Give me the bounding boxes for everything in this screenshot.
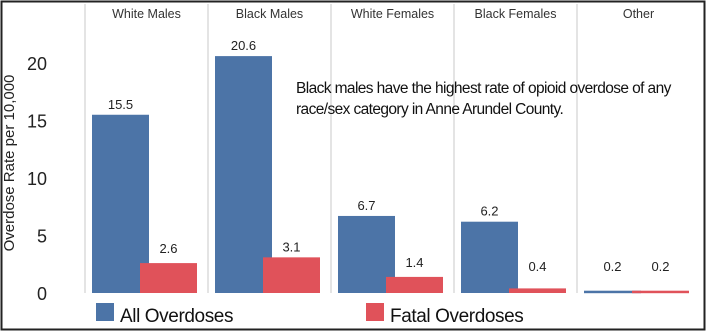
data-label: 0.2 bbox=[651, 259, 669, 274]
legend: All Overdoses Fatal Overdoses bbox=[96, 303, 524, 327]
legend-swatch bbox=[96, 303, 114, 321]
annotation-text: Black males have the highest rate of opi… bbox=[296, 80, 671, 118]
legend-label: All Overdoses bbox=[120, 306, 233, 327]
bar-fatal-overdoses bbox=[263, 257, 320, 293]
bar-all-overdoses bbox=[461, 221, 518, 293]
data-label: 20.6 bbox=[231, 38, 256, 53]
bar-fatal-overdoses bbox=[509, 288, 566, 293]
data-labels: 15.5 20.6 6.7 6.2 0.2 2.6 3.1 1.4 0.4 0.2 bbox=[108, 38, 670, 274]
legend-item-fatal-overdoses: Fatal Overdoses bbox=[366, 303, 524, 327]
y-axis-label: Overdose Rate per 10,000 bbox=[1, 75, 18, 252]
bar-fatal-overdoses bbox=[140, 263, 197, 293]
category-label: Other bbox=[623, 7, 654, 21]
category-dividers bbox=[84, 4, 578, 293]
bar-all-overdoses bbox=[92, 114, 149, 293]
bars bbox=[92, 56, 689, 294]
bar-fatal-overdoses bbox=[386, 276, 443, 293]
legend-label: Fatal Overdoses bbox=[390, 306, 523, 327]
data-label: 0.2 bbox=[603, 259, 621, 274]
data-label: 6.7 bbox=[357, 198, 375, 213]
y-tick-labels: 0 5 10 15 20 bbox=[27, 54, 47, 304]
y-tick-label: 10 bbox=[27, 169, 47, 189]
category-labels: White Males Black Males White Females Black… bbox=[112, 7, 654, 21]
data-label: 3.1 bbox=[282, 239, 300, 254]
data-label: 2.6 bbox=[159, 241, 177, 256]
annotation-box: Black males have the highest rate of opi… bbox=[296, 80, 671, 118]
bar-all-overdoses bbox=[338, 215, 395, 293]
bar-all-overdoses bbox=[215, 56, 272, 293]
category-label: White Females bbox=[351, 7, 434, 21]
data-label: 1.4 bbox=[405, 255, 423, 270]
bar-fatal-overdoses bbox=[632, 290, 689, 294]
category-label: White Males bbox=[112, 7, 181, 21]
bar-all-overdoses bbox=[584, 290, 641, 294]
legend-swatch bbox=[366, 303, 384, 321]
y-tick-label: 20 bbox=[27, 54, 47, 74]
y-tick-label: 0 bbox=[37, 284, 47, 304]
data-label: 15.5 bbox=[108, 97, 133, 112]
legend-item-all-overdoses: All Overdoses bbox=[96, 303, 233, 327]
y-tick-label: 5 bbox=[37, 227, 47, 247]
data-label: 0.4 bbox=[528, 259, 546, 274]
data-label: 6.2 bbox=[480, 204, 498, 219]
category-label: Black Females bbox=[475, 7, 557, 21]
y-tick-label: 15 bbox=[27, 112, 47, 132]
category-label: Black Males bbox=[236, 7, 303, 21]
